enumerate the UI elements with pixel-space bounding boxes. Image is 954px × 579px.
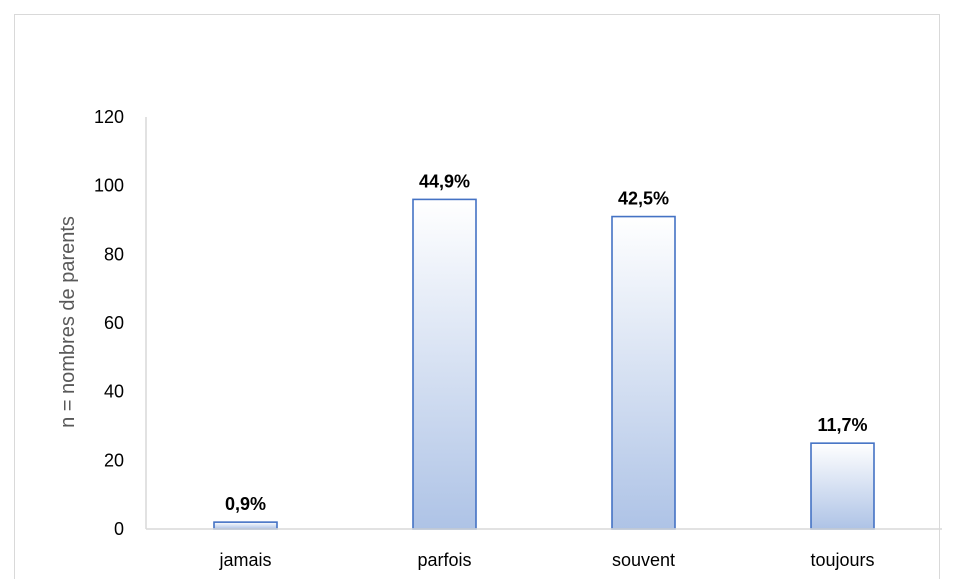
chart-frame xyxy=(14,14,940,579)
x-tick-label: parfois xyxy=(417,550,471,570)
data-label: 0,9% xyxy=(225,494,266,514)
bar-parfois xyxy=(412,198,477,530)
x-tick-label: jamais xyxy=(218,550,271,570)
y-tick-label: 20 xyxy=(104,450,124,470)
bar-jamais xyxy=(213,521,278,530)
y-tick-label: 0 xyxy=(114,519,124,539)
y-tick-label: 100 xyxy=(94,176,124,196)
bar-souvent xyxy=(611,215,676,530)
y-tick-label: 60 xyxy=(104,313,124,333)
y-tick-label: 80 xyxy=(104,244,124,264)
data-label: 44,9% xyxy=(419,171,470,191)
data-label: 42,5% xyxy=(618,189,669,209)
y-tick-label: 40 xyxy=(104,382,124,402)
y-tick-label: 120 xyxy=(94,107,124,127)
x-tick-label: souvent xyxy=(612,550,675,570)
bar-toujours xyxy=(810,442,875,530)
x-tick-label: toujours xyxy=(810,550,874,570)
y-axis-label: n = nombres de parents xyxy=(57,216,79,428)
data-label: 11,7% xyxy=(817,415,867,435)
